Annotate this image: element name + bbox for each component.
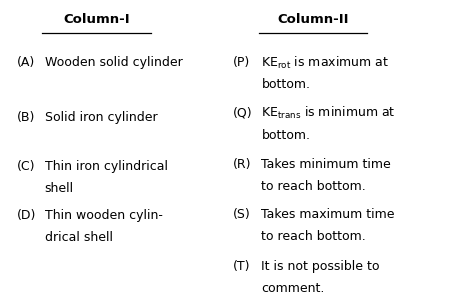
Text: Solid iron cylinder: Solid iron cylinder xyxy=(45,111,157,124)
Text: Thin iron cylindrical: Thin iron cylindrical xyxy=(45,160,168,173)
Text: $\mathrm{KE}_{\mathrm{trans}}$ is minimum at: $\mathrm{KE}_{\mathrm{trans}}$ is minimu… xyxy=(261,105,396,121)
Text: Column-I: Column-I xyxy=(63,13,130,26)
Text: Column-II: Column-II xyxy=(277,13,349,26)
Text: to reach bottom.: to reach bottom. xyxy=(261,230,366,243)
Text: comment.: comment. xyxy=(261,282,325,295)
Text: (T): (T) xyxy=(233,260,251,273)
Text: (P): (P) xyxy=(233,56,251,69)
Text: to reach bottom.: to reach bottom. xyxy=(261,180,366,193)
Text: (R): (R) xyxy=(233,158,252,171)
Text: (Q): (Q) xyxy=(233,107,253,120)
Text: (C): (C) xyxy=(16,160,35,173)
Text: Takes minimum time: Takes minimum time xyxy=(261,158,391,171)
Text: (S): (S) xyxy=(233,208,251,221)
Text: bottom.: bottom. xyxy=(261,129,310,142)
Text: $\mathrm{KE}_{\mathrm{rot}}$ is maximum at: $\mathrm{KE}_{\mathrm{rot}}$ is maximum … xyxy=(261,55,390,71)
Text: drical shell: drical shell xyxy=(45,231,113,244)
Text: Wooden solid cylinder: Wooden solid cylinder xyxy=(45,56,182,69)
Text: shell: shell xyxy=(45,182,74,195)
Text: bottom.: bottom. xyxy=(261,78,310,91)
Text: It is not possible to: It is not possible to xyxy=(261,260,380,273)
Text: (D): (D) xyxy=(16,209,36,222)
Text: Takes maximum time: Takes maximum time xyxy=(261,208,395,221)
Text: (B): (B) xyxy=(16,111,35,124)
Text: Thin wooden cylin-: Thin wooden cylin- xyxy=(45,209,162,222)
Text: (A): (A) xyxy=(16,56,35,69)
